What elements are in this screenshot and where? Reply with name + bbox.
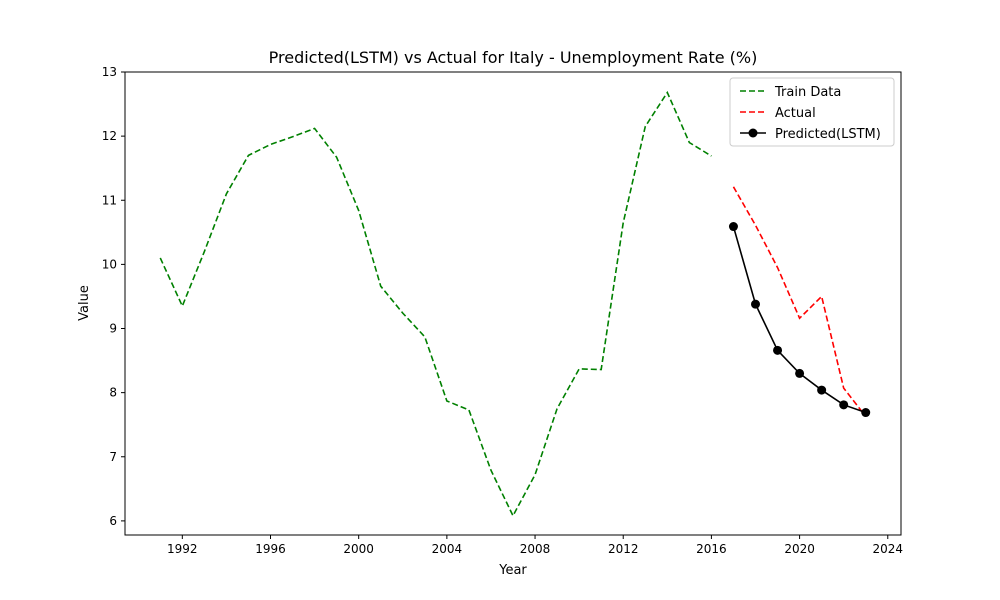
x-tick-label: 2000: [343, 542, 374, 556]
legend-entries: Train Data Actual Predicted(LSTM): [740, 85, 881, 142]
legend-label-train-data: Train Data: [774, 85, 841, 100]
legend-label-actual: Actual: [775, 106, 816, 121]
y-tick-label: 7: [109, 450, 117, 464]
data-point-predicted-lstm: [817, 385, 827, 395]
plot-marks: [159, 90, 871, 518]
x-tick-label: 2012: [608, 542, 639, 556]
x-axis-ticks: 1992 1996 2000 2004 2008 2012 2016 2020 2024: [167, 535, 903, 556]
x-axis-label: Year: [498, 563, 527, 578]
series-line-actual: [732, 186, 867, 417]
y-tick-label: 12: [102, 129, 117, 143]
y-axis-ticks: 6 7 8 9 10 11 12 13: [102, 65, 125, 528]
legend-box: [729, 77, 895, 147]
y-tick-label: 11: [102, 193, 117, 207]
series-line-predicted-lstm: [732, 226, 866, 414]
legend-label-predicted-lstm: Predicted(LSTM): [775, 127, 881, 142]
y-tick-label: 10: [102, 257, 117, 271]
data-point-predicted-lstm: [861, 408, 871, 418]
data-point-predicted-lstm: [839, 400, 849, 410]
x-tick-label: 2020: [784, 542, 815, 556]
x-tick-label: 2004: [432, 542, 463, 556]
y-axis-label: Value: [77, 285, 92, 321]
data-point-predicted-lstm: [751, 299, 760, 309]
y-tick-label: 6: [109, 514, 117, 528]
series-line-train-data: [159, 90, 712, 518]
x-tick-label: 1992: [167, 542, 198, 556]
x-tick-label: 2024: [872, 542, 903, 556]
y-tick-label: 13: [102, 65, 117, 79]
chart-title: Predicted(LSTM) vs Actual for Italy - Un…: [269, 48, 758, 67]
data-point-predicted-lstm: [773, 345, 783, 355]
data-point-predicted-lstm: [728, 222, 738, 232]
y-tick-label: 8: [109, 386, 117, 400]
plot-frame: [124, 71, 902, 536]
x-tick-label: 2008: [520, 542, 551, 556]
legend-marker-predicted-lstm: [748, 128, 758, 138]
data-point-predicted-lstm: [795, 368, 805, 378]
x-tick-label: 2016: [696, 542, 727, 556]
y-tick-label: 9: [109, 322, 117, 336]
legend: Train Data Actual Predicted(LSTM): [729, 77, 895, 147]
x-tick-label: 1996: [255, 542, 286, 556]
